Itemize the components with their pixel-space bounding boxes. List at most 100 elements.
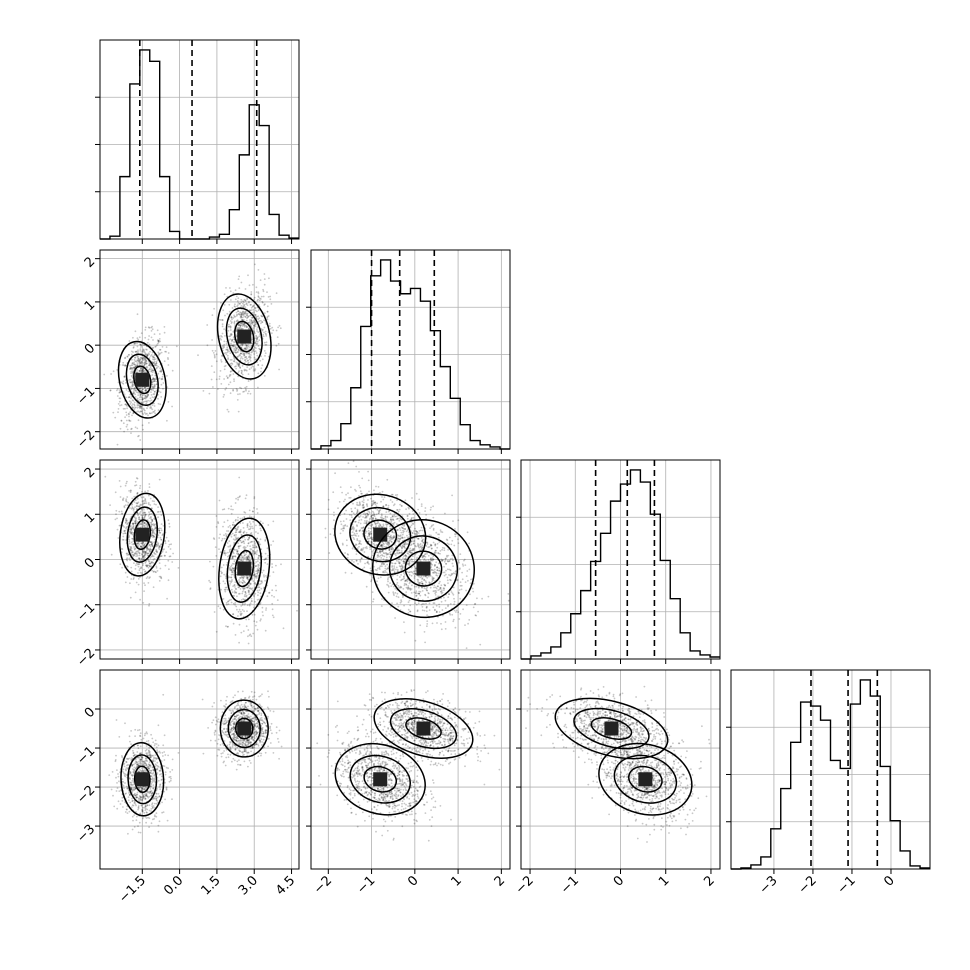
scatter-point bbox=[142, 550, 145, 553]
scatter-point bbox=[150, 565, 153, 568]
scatter-point bbox=[140, 407, 143, 410]
scatter-point bbox=[256, 310, 258, 313]
scatter-point bbox=[197, 354, 199, 357]
scatter-point bbox=[422, 555, 425, 557]
scatter-point bbox=[361, 549, 364, 552]
scatter-point bbox=[129, 582, 131, 585]
scatter-point bbox=[129, 411, 132, 413]
scatter-point bbox=[412, 542, 415, 545]
scatter-point bbox=[257, 586, 260, 589]
scatter-point bbox=[363, 566, 366, 569]
scatter-point bbox=[145, 354, 148, 357]
scatter-point bbox=[444, 607, 447, 609]
scatter-point bbox=[158, 377, 161, 380]
scatter-point bbox=[252, 304, 255, 307]
scatter-point bbox=[135, 391, 138, 393]
scatter-point bbox=[155, 550, 158, 552]
scatter-point bbox=[250, 293, 253, 295]
scatter-point bbox=[146, 354, 149, 357]
scatter-point bbox=[141, 525, 144, 528]
scatter-point bbox=[157, 397, 159, 400]
scatter-point bbox=[242, 558, 245, 560]
scatter-point bbox=[370, 569, 373, 572]
scatter-point bbox=[375, 505, 378, 508]
scatter-point bbox=[133, 562, 135, 564]
scatter-point bbox=[139, 439, 142, 441]
scatter-point bbox=[240, 316, 243, 319]
scatter-point bbox=[232, 585, 235, 588]
scatter-point bbox=[254, 323, 257, 326]
scatter-point bbox=[359, 559, 362, 561]
scatter-point bbox=[129, 507, 131, 509]
scatter-point bbox=[137, 557, 140, 560]
scatter-point bbox=[139, 358, 142, 361]
scatter-point bbox=[396, 499, 398, 502]
scatter-point bbox=[155, 367, 158, 370]
scatter-point bbox=[251, 600, 253, 602]
scatter-point bbox=[254, 575, 257, 578]
scatter-point bbox=[421, 590, 424, 592]
scatter-point bbox=[245, 551, 248, 554]
scatter-point bbox=[399, 551, 402, 554]
scatter-point bbox=[156, 342, 159, 345]
scatter-point bbox=[425, 581, 428, 584]
scatter-point bbox=[144, 500, 147, 503]
scatter-point bbox=[157, 510, 160, 513]
scatter-point bbox=[411, 571, 414, 574]
scatter-point bbox=[244, 310, 247, 313]
scatter-point bbox=[226, 530, 228, 532]
scatter-point bbox=[435, 551, 437, 554]
scatter-point bbox=[137, 545, 140, 548]
scatter-point bbox=[237, 313, 240, 315]
scatter-point bbox=[400, 559, 403, 562]
scatter-point bbox=[244, 511, 247, 514]
scatter-point bbox=[400, 567, 402, 570]
scatter-point bbox=[231, 338, 234, 341]
scatter-point bbox=[233, 320, 236, 323]
scatter-point bbox=[139, 484, 142, 487]
scatter-point bbox=[417, 545, 420, 548]
scatter-point bbox=[212, 565, 215, 568]
scatter-point bbox=[240, 352, 242, 355]
scatter-point bbox=[157, 534, 160, 536]
scatter-point bbox=[237, 297, 240, 300]
scatter-point bbox=[393, 521, 396, 524]
scatter-point bbox=[135, 504, 138, 507]
scatter-point bbox=[243, 352, 246, 355]
scatter-point bbox=[230, 316, 233, 319]
scatter-point bbox=[400, 579, 402, 582]
scatter-point bbox=[382, 523, 385, 526]
scatter-point bbox=[147, 552, 150, 555]
scatter-point bbox=[355, 543, 357, 546]
scatter-point bbox=[352, 526, 354, 529]
scatter-point bbox=[221, 354, 224, 357]
scatter-point bbox=[233, 563, 235, 565]
scatter-point bbox=[235, 549, 238, 551]
scatter-point bbox=[458, 618, 461, 620]
scatter-point bbox=[356, 525, 358, 527]
scatter-point bbox=[122, 364, 125, 366]
scatter-point bbox=[223, 343, 226, 346]
scatter-point bbox=[229, 545, 231, 548]
scatter-point bbox=[370, 537, 373, 540]
scatter-point bbox=[252, 349, 255, 352]
scatter-point bbox=[148, 364, 151, 367]
scatter-point bbox=[410, 518, 413, 521]
scatter-point bbox=[385, 556, 388, 559]
scatter-point bbox=[138, 557, 141, 560]
scatter-point bbox=[160, 370, 162, 373]
scatter-point bbox=[138, 369, 141, 372]
scatter-point bbox=[129, 546, 132, 549]
scatter-point bbox=[263, 586, 265, 589]
scatter-point bbox=[266, 291, 268, 293]
scatter-point bbox=[230, 588, 233, 591]
scatter-point bbox=[431, 557, 434, 559]
scatter-point bbox=[345, 493, 347, 496]
scatter-point bbox=[404, 528, 406, 531]
scatter-point bbox=[155, 550, 157, 553]
scatter-point bbox=[244, 497, 247, 500]
scatter-point bbox=[247, 528, 250, 531]
scatter-point bbox=[242, 575, 245, 578]
scatter-point bbox=[236, 362, 239, 364]
scatter-point bbox=[232, 613, 235, 615]
